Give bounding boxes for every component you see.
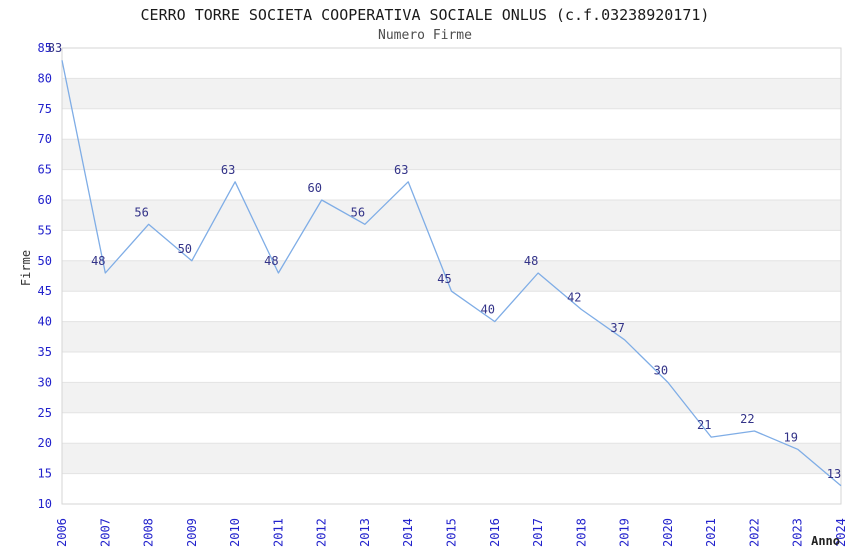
y-tick-label: 70	[38, 132, 52, 146]
x-tick-label: 2006	[55, 518, 69, 547]
plot-band	[62, 48, 841, 79]
y-tick-label: 55	[38, 223, 52, 237]
plot-band	[62, 260, 841, 292]
data-label: 42	[567, 290, 581, 304]
x-tick-label: 2012	[315, 518, 329, 547]
data-label: 48	[91, 254, 105, 268]
y-tick-label: 10	[38, 497, 52, 511]
data-label: 45	[437, 272, 451, 286]
y-tick-label: 85	[38, 41, 52, 55]
x-tick-label: 2015	[445, 518, 459, 547]
x-tick-label: 2013	[358, 518, 372, 547]
y-tick-label: 25	[38, 406, 52, 420]
y-tick-label: 40	[38, 315, 52, 329]
data-label: 30	[654, 363, 668, 377]
x-tick-label: 2017	[531, 518, 545, 547]
plot-band	[62, 169, 841, 200]
plot-band	[62, 352, 841, 383]
y-tick-label: 50	[38, 254, 52, 268]
data-label: 63	[221, 163, 235, 177]
plot-band	[62, 230, 841, 261]
plot-band	[62, 291, 841, 322]
y-tick-label: 20	[38, 436, 52, 450]
plot-band	[62, 412, 841, 444]
y-tick-label: 15	[38, 467, 52, 481]
y-tick-label: 45	[38, 284, 52, 298]
data-line	[61, 60, 842, 487]
x-axis-title: Anno	[811, 534, 840, 548]
y-tick-label: 30	[38, 375, 52, 389]
plot-band	[62, 200, 841, 231]
x-tick-label: 2014	[401, 518, 415, 547]
plot-band	[62, 382, 841, 413]
x-tick-label: 2023	[791, 518, 805, 547]
y-tick-label: 80	[38, 71, 52, 85]
data-label: 83	[48, 41, 62, 55]
data-label: 48	[264, 254, 278, 268]
chart-title: CERRO TORRE SOCIETA COOPERATIVA SOCIALE …	[140, 6, 710, 24]
x-tick-label: 2008	[142, 518, 156, 547]
y-tick-label: 75	[38, 102, 52, 116]
x-tick-label: 2010	[228, 518, 242, 547]
data-label: 22	[740, 412, 754, 426]
x-tick-label: 2022	[747, 518, 761, 547]
plot-band	[62, 473, 841, 504]
data-label: 56	[134, 205, 148, 219]
y-tick-label: 65	[38, 163, 52, 177]
data-label: 56	[351, 205, 365, 219]
plot-band	[62, 321, 841, 352]
plot-band	[62, 108, 841, 140]
plot-band	[62, 443, 841, 474]
plot-band	[62, 139, 841, 170]
plot-border	[61, 47, 842, 505]
data-label: 63	[394, 163, 408, 177]
y-tick-label: 35	[38, 345, 52, 359]
chart-subtitle: Numero Firme	[378, 28, 472, 43]
x-tick-label: 2018	[574, 518, 588, 547]
plot-band	[62, 78, 841, 109]
data-label: 60	[307, 181, 321, 195]
x-tick-label: 2011	[271, 518, 285, 547]
data-label: 37	[610, 321, 624, 335]
data-label: 40	[481, 303, 495, 317]
x-tick-label: 2019	[618, 518, 632, 547]
x-tick-label: 2007	[98, 518, 112, 547]
data-label: 19	[783, 430, 797, 444]
x-tick-label: 2021	[704, 518, 718, 547]
y-tick-label: 60	[38, 193, 52, 207]
x-tick-label: 2024	[834, 518, 848, 547]
y-axis-title: Firme	[19, 250, 33, 286]
data-label: 13	[827, 467, 841, 481]
x-tick-label: 2009	[185, 518, 199, 547]
x-tick-label: 2016	[488, 518, 502, 547]
data-label: 48	[524, 254, 538, 268]
data-label: 21	[697, 418, 711, 432]
data-label: 50	[178, 242, 192, 256]
x-tick-label: 2020	[661, 518, 675, 547]
